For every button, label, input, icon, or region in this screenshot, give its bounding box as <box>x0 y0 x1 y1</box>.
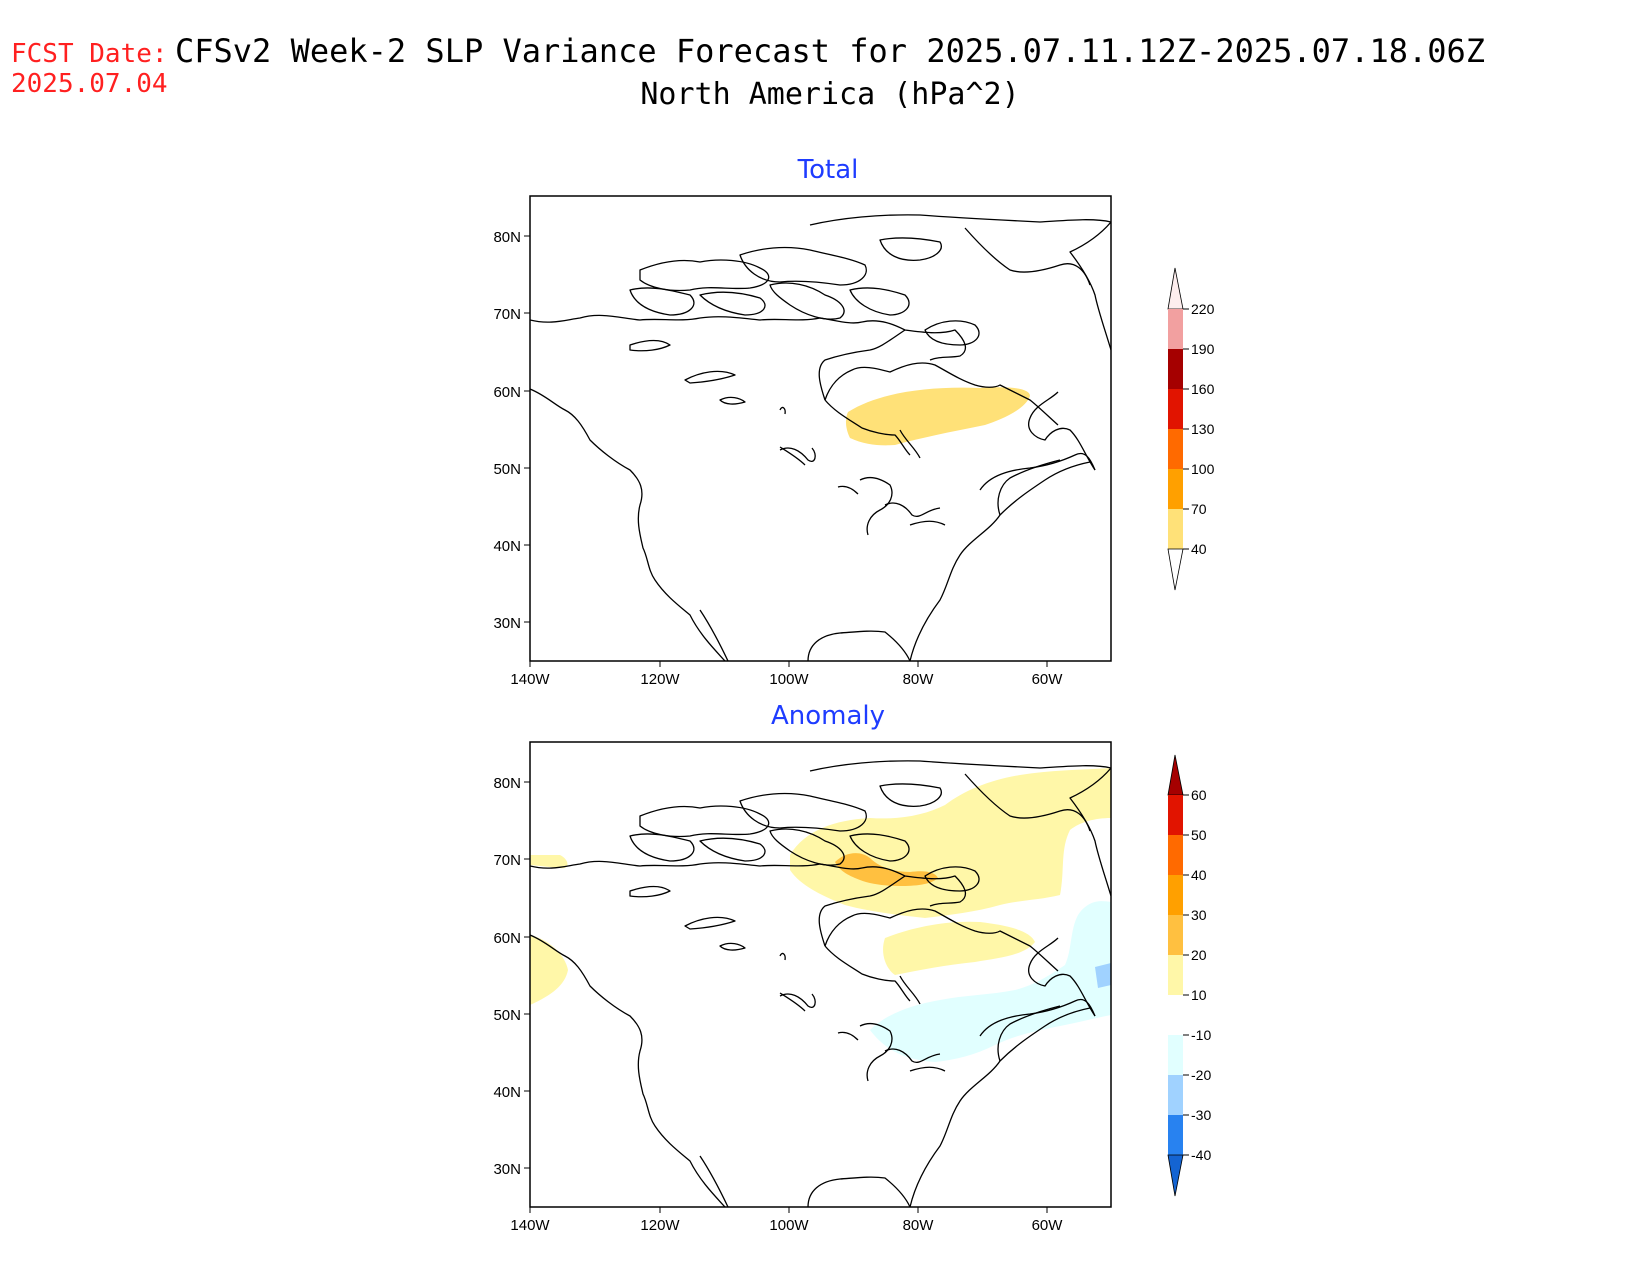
panel-total: Total <box>493 155 1214 688</box>
lon-label: 120W <box>640 1217 680 1234</box>
colorbar-label: 100 <box>1191 461 1215 477</box>
subtitle: North America (hPa^2) <box>640 77 1019 112</box>
lat-label: 30N <box>493 615 521 632</box>
lon-axis-total: 140W 120W 100W 80W 60W <box>510 661 1063 688</box>
lat-label: 40N <box>493 538 521 555</box>
colorbar-swatch <box>1168 835 1183 875</box>
colorbar-swatch <box>1168 875 1183 915</box>
coastlines-total <box>530 214 1111 661</box>
colorbar-swatch <box>1168 349 1183 389</box>
lon-label: 140W <box>510 671 550 688</box>
colorbar-label: 20 <box>1191 947 1207 963</box>
colorbar-swatch <box>1168 1075 1183 1115</box>
lat-axis-total: 80N 70N 60N 50N 40N 30N <box>493 229 530 632</box>
lat-label: 50N <box>493 1007 521 1024</box>
lon-label: 80W <box>903 1217 935 1234</box>
lon-axis-anomaly: 140W 120W 100W 80W 60W <box>510 1207 1063 1234</box>
colorbar-label: 190 <box>1191 341 1215 357</box>
colorbar-anomaly: 60 50 40 30 20 10 -10 -20 -30 -40 <box>1167 754 1211 1197</box>
lat-axis-anomaly: 80N 70N 60N 50N 40N 30N <box>493 775 530 1178</box>
anomaly-shade-10 <box>790 768 1111 918</box>
colorbar-label: -10 <box>1191 1027 1211 1043</box>
main-title: CFSv2 Week-2 SLP Variance Forecast for 2… <box>175 32 1485 70</box>
colorbar-swatch <box>1168 915 1183 955</box>
anomaly-shade-20 <box>835 853 938 886</box>
colorbar-label: 40 <box>1191 867 1207 883</box>
colorbar-label: 50 <box>1191 827 1207 843</box>
colorbar-total: 220 190 160 130 100 70 40 <box>1167 267 1215 591</box>
colorbar-swatch <box>1168 429 1183 469</box>
map-frame-anomaly <box>529 741 1112 1208</box>
colorbar-swatch <box>1168 509 1183 549</box>
colorbar-total-bottom-arrow <box>1167 548 1184 591</box>
colorbar-swatch <box>1168 1115 1183 1155</box>
fcst-label: FCST Date: <box>11 39 168 69</box>
lat-label: 60N <box>493 384 521 401</box>
colorbar-swatch <box>1168 389 1183 429</box>
colorbar-swatch <box>1168 1035 1183 1075</box>
colorbar-anomaly-top-arrow <box>1167 754 1184 796</box>
coastlines-anomaly <box>530 760 1111 1207</box>
colorbar-total-top-arrow <box>1167 267 1184 310</box>
fcst-date: 2025.07.04 <box>11 69 168 99</box>
lat-label: 70N <box>493 852 521 869</box>
colorbar-swatch <box>1168 795 1183 835</box>
colorbar-label: -20 <box>1191 1067 1211 1083</box>
colorbar-label: -30 <box>1191 1107 1211 1123</box>
lat-label: 30N <box>493 1161 521 1178</box>
colorbar-swatch <box>1168 995 1183 1035</box>
colorbar-label: 130 <box>1191 421 1215 437</box>
colorbar-label: 70 <box>1191 501 1207 517</box>
lat-label: 70N <box>493 306 521 323</box>
lat-label: 60N <box>493 930 521 947</box>
colorbar-swatch <box>1168 469 1183 509</box>
colorbar-swatch <box>1168 955 1183 995</box>
lon-label: 60W <box>1032 1217 1064 1234</box>
panel-title-anomaly: Anomaly <box>771 701 885 731</box>
lon-label: 140W <box>510 1217 550 1234</box>
anomaly-shade-10c <box>530 855 568 869</box>
colorbar-label: -40 <box>1191 1147 1211 1163</box>
colorbar-label: 10 <box>1191 987 1207 1003</box>
lat-label: 80N <box>493 775 521 792</box>
panel-anomaly: Anomaly <box>493 701 1211 1234</box>
colorbar-label: 220 <box>1191 301 1215 317</box>
map-frame-total <box>529 195 1112 662</box>
lon-label: 100W <box>769 1217 809 1234</box>
panel-title-total: Total <box>797 155 859 185</box>
colorbar-label: 30 <box>1191 907 1207 923</box>
colorbar-label: 40 <box>1191 541 1207 557</box>
lat-label: 50N <box>493 461 521 478</box>
lon-label: 80W <box>903 671 935 688</box>
lat-label: 40N <box>493 1084 521 1101</box>
lon-label: 100W <box>769 671 809 688</box>
colorbar-label: 60 <box>1191 787 1207 803</box>
colorbar-anomaly-bottom-arrow <box>1167 1154 1184 1197</box>
anomaly-shade-neg20 <box>1095 963 1111 988</box>
lon-label: 120W <box>640 671 680 688</box>
colorbar-label: 160 <box>1191 381 1215 397</box>
colorbar-swatch <box>1168 309 1183 349</box>
lat-label: 80N <box>493 229 521 246</box>
total-shade-40 <box>845 387 1030 446</box>
anomaly-shade-10b <box>883 921 1035 975</box>
lon-label: 60W <box>1032 671 1064 688</box>
